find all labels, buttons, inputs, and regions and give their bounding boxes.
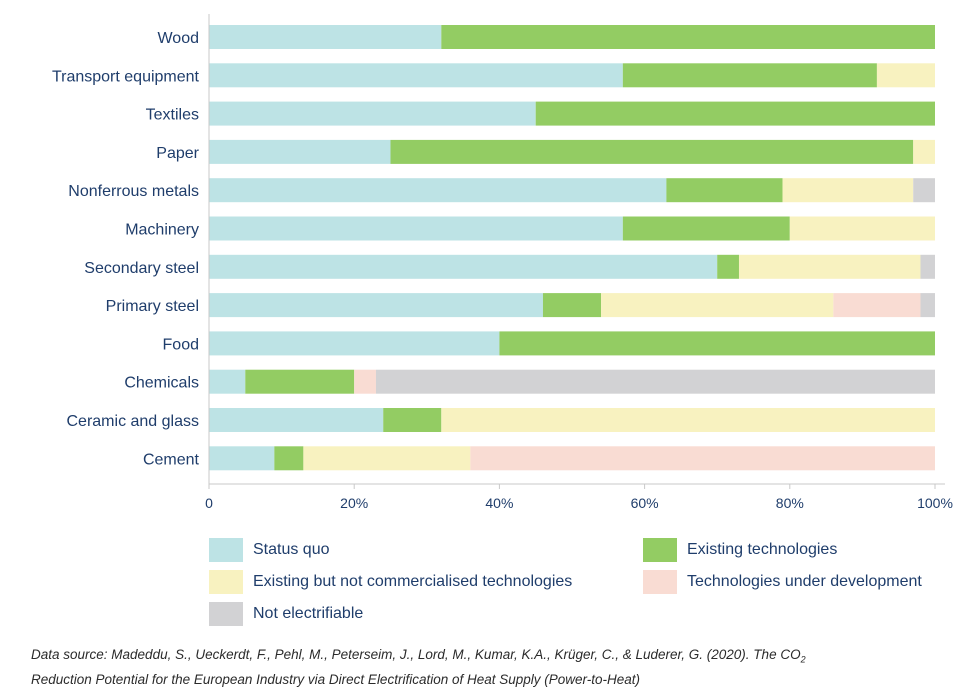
bar-segment xyxy=(274,446,304,471)
bar-segment xyxy=(209,369,246,394)
bar-segment xyxy=(245,369,355,394)
x-tick-label: 100% xyxy=(917,495,953,511)
legend-item-existing-not-commercialised: Existing but not commercialised technolo… xyxy=(209,570,572,594)
category-label: Cement xyxy=(143,451,200,468)
category-label: Textiles xyxy=(146,107,199,124)
bar-segment xyxy=(209,25,442,49)
bar-segment xyxy=(383,408,442,432)
legend-label: Status quo xyxy=(253,541,330,558)
legend-swatch xyxy=(209,570,243,594)
bar-segment xyxy=(390,139,914,164)
legend-swatch xyxy=(643,538,677,562)
bar-segment xyxy=(209,331,500,356)
bar-segment xyxy=(354,369,376,394)
source-text-line2: Reduction Potential for the European Ind… xyxy=(31,671,641,687)
bar-segment xyxy=(738,254,921,279)
data-source-note: Data source: Madeddu, S., Ueckerdt, F., … xyxy=(31,645,931,689)
bar-segment xyxy=(209,254,718,279)
bar-segment xyxy=(375,369,936,394)
legend-item-existing-technologies: Existing technologies xyxy=(643,538,837,562)
source-text-line1: Data source: Madeddu, S., Ueckerdt, F., … xyxy=(31,647,801,662)
legend-item-under-development: Technologies under development xyxy=(643,570,922,594)
category-label: Secondary steel xyxy=(84,260,199,277)
bar-segment xyxy=(441,408,935,432)
bar-segment xyxy=(209,408,384,432)
legend-swatch xyxy=(209,538,243,562)
bar-segment xyxy=(876,63,935,88)
bar-segment xyxy=(789,216,935,241)
bar-segment xyxy=(913,178,935,203)
bar-segment xyxy=(601,293,834,318)
bar-segment xyxy=(622,63,877,88)
bar-segment xyxy=(209,446,275,471)
bars-group xyxy=(209,25,936,471)
x-tick-label: 0 xyxy=(205,495,213,511)
x-axis-ticks: 0 20% 40% 60% 80% 100% xyxy=(205,484,953,511)
bar-segment xyxy=(209,139,391,164)
bar-segment xyxy=(441,25,935,49)
x-tick-label: 60% xyxy=(631,495,659,511)
legend-swatch xyxy=(643,570,677,594)
category-label: Primary steel xyxy=(106,298,199,315)
x-tick-label: 20% xyxy=(340,495,368,511)
bar-segment xyxy=(666,178,783,203)
bar-segment xyxy=(470,446,935,471)
bar-segment xyxy=(913,139,935,164)
bar-segment xyxy=(717,254,739,279)
legend-label: Existing technologies xyxy=(687,541,838,558)
bar-segment xyxy=(303,446,471,471)
legend-item-status-quo: Status quo xyxy=(209,538,330,562)
bar-segment xyxy=(622,216,790,241)
category-labels: Wood Transport equipment Textiles Paper Nonf… xyxy=(52,30,200,468)
bar-segment xyxy=(542,293,602,318)
source-subscript: 2 xyxy=(800,654,806,665)
legend-label: Existing but not commercialised technolo… xyxy=(253,573,573,590)
category-label: Machinery xyxy=(125,222,199,239)
bar-segment xyxy=(920,293,935,318)
legend-label: Not electrifiable xyxy=(253,605,364,622)
category-label: Transport equipment xyxy=(52,68,200,85)
bar-segment xyxy=(209,101,536,126)
bar-segment xyxy=(782,178,914,203)
legend-swatch xyxy=(209,602,243,626)
category-label: Ceramic and glass xyxy=(67,413,200,430)
bar-segment xyxy=(920,254,935,279)
x-tick-label: 80% xyxy=(776,495,804,511)
legend: Status quo Existing technologies Existin… xyxy=(209,538,969,630)
bar-segment xyxy=(499,331,935,356)
bar-segment xyxy=(209,293,543,318)
category-label: Nonferrous metals xyxy=(68,183,199,200)
category-label: Food xyxy=(163,336,199,353)
bar-segment xyxy=(209,216,623,241)
legend-label: Technologies under development xyxy=(687,573,922,590)
bar-segment xyxy=(209,63,623,88)
x-tick-label: 40% xyxy=(485,495,513,511)
category-label: Wood xyxy=(157,30,199,47)
stacked-bar-chart: Wood Transport equipment Textiles Paper Nonf… xyxy=(52,14,953,511)
bar-segment xyxy=(209,178,667,203)
category-label: Paper xyxy=(156,145,199,162)
bar-segment xyxy=(833,293,921,318)
category-label: Chemicals xyxy=(124,375,199,392)
bar-segment xyxy=(535,101,935,126)
legend-item-not-electrifiable: Not electrifiable xyxy=(209,602,363,626)
